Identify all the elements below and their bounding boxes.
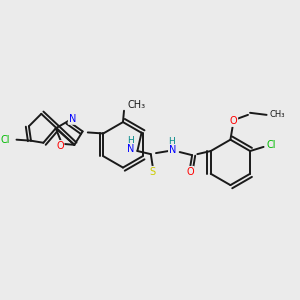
- Text: N: N: [169, 145, 176, 155]
- Text: CH₃: CH₃: [270, 110, 285, 119]
- Text: O: O: [230, 116, 237, 126]
- Text: H: H: [127, 136, 134, 145]
- Text: Cl: Cl: [266, 140, 275, 150]
- Text: O: O: [186, 167, 194, 177]
- Text: O: O: [56, 141, 64, 151]
- Text: N: N: [128, 144, 135, 154]
- Text: N: N: [69, 114, 76, 124]
- Text: H: H: [168, 137, 175, 146]
- Text: Cl: Cl: [1, 135, 10, 145]
- Text: CH₃: CH₃: [127, 100, 145, 110]
- Text: S: S: [150, 167, 156, 177]
